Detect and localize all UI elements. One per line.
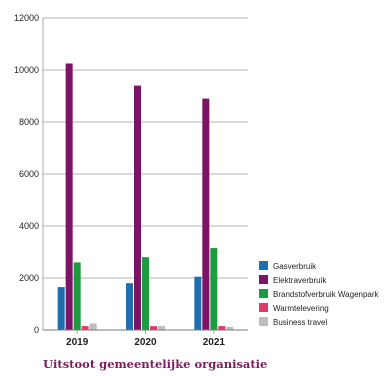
legend-swatch xyxy=(259,261,268,270)
y-tick-label: 8000 xyxy=(19,117,39,127)
x-category-label: 2019 xyxy=(66,337,89,348)
bar-4-2 xyxy=(226,326,234,330)
bar-4-0 xyxy=(89,323,97,330)
legend-label: Elektraverbruik xyxy=(273,276,327,285)
legend-label: Warmtelevering xyxy=(273,304,329,313)
y-tick-label: 10000 xyxy=(14,65,39,75)
y-tick-label: 12000 xyxy=(14,13,39,23)
bar-2-1 xyxy=(142,257,149,330)
legend: Gasverbruik Elektraverbruik Brandstofverbr… xyxy=(259,261,380,327)
x-axis-categories: 2019 2020 2021 xyxy=(43,329,248,348)
legend-label: Business travel xyxy=(273,318,327,327)
legend-swatch xyxy=(259,289,268,298)
bar-3-1 xyxy=(150,326,157,330)
y-tick-label: 2000 xyxy=(19,273,39,283)
chart-title: Uitstoot gemeentelijke organisatie xyxy=(43,357,268,371)
bar-1-0 xyxy=(65,63,73,330)
y-tick-label: 4000 xyxy=(19,221,39,231)
legend-swatch xyxy=(259,317,268,326)
bars xyxy=(57,63,234,330)
y-axis-ticks: 0 2000 4000 6000 8000 10000 12000 xyxy=(14,13,39,335)
bar-3-0 xyxy=(81,326,89,330)
legend-swatch xyxy=(259,303,268,312)
bar-2-0 xyxy=(73,262,81,330)
x-category-label: 2021 xyxy=(203,337,226,348)
bar-4-1 xyxy=(158,326,165,330)
bar-0-2 xyxy=(194,276,202,330)
bar-1-2 xyxy=(202,98,210,330)
x-category-label: 2020 xyxy=(134,337,157,348)
legend-label: Gasverbruik xyxy=(273,262,317,271)
bar-1-1 xyxy=(134,85,141,330)
bar-0-1 xyxy=(126,283,133,330)
legend-label: Brandstofverbruik Wagenpark xyxy=(273,290,380,299)
bar-2-2 xyxy=(210,248,218,330)
bar-0-0 xyxy=(57,287,65,330)
y-tick-label: 6000 xyxy=(19,169,39,179)
y-tick-label: 0 xyxy=(34,325,39,335)
bar-3-2 xyxy=(218,326,226,330)
legend-swatch xyxy=(259,275,268,284)
